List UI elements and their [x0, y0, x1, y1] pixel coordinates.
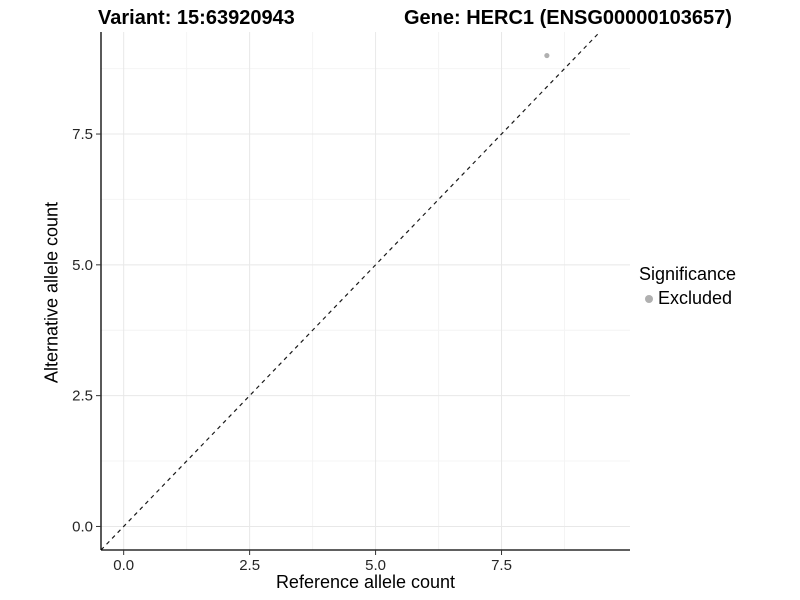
y-tick-label: 5.0: [72, 257, 93, 274]
x-tick-label: 5.0: [365, 557, 386, 574]
identity-line: [100, 31, 601, 551]
gene-title: Gene: HERC1 (ENSG00000103657): [404, 7, 732, 29]
y-axis-title: Alternative allele count: [41, 201, 62, 384]
y-tick-label: 7.5: [72, 126, 93, 143]
data-point: [544, 52, 550, 59]
variant-title: Variant: 15:63920943: [98, 7, 295, 29]
legend: Significance Excluded: [639, 264, 736, 309]
x-tick-label: 0.0: [113, 557, 134, 574]
y-tick-label: 2.5: [72, 388, 93, 405]
x-tick-label: 2.5: [239, 557, 260, 574]
legend-item-label: Excluded: [658, 288, 733, 308]
y-tick-label: 0.0: [72, 518, 93, 535]
x-axis-title: Reference allele count: [275, 572, 456, 592]
x-tick-label: 7.5: [491, 557, 512, 574]
legend-item-excluded: Excluded: [639, 288, 736, 309]
legend-title: Significance: [639, 264, 737, 284]
excluded-point-icon: [645, 294, 653, 303]
